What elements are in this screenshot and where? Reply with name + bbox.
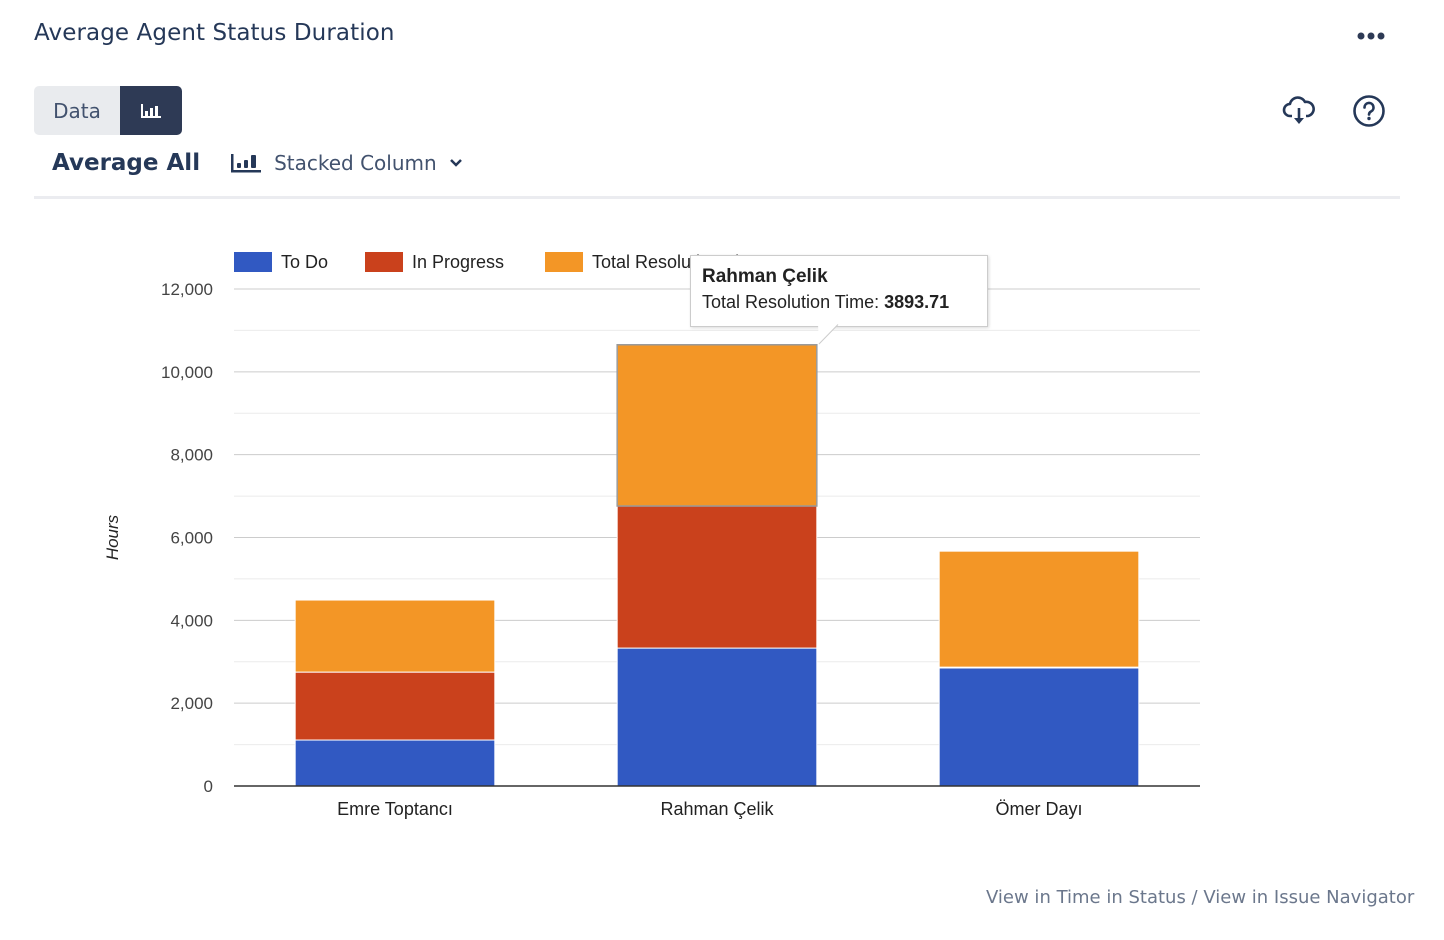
y-axis-label: Hours: [103, 514, 122, 560]
more-horizontal-icon: [1357, 32, 1385, 40]
footer-separator: /: [1185, 887, 1204, 908]
bar-chart-icon: [231, 154, 262, 173]
y-tick-label: 0: [204, 777, 213, 796]
help-button[interactable]: [1352, 94, 1386, 128]
chart-options-bar: Average All Stacked Column: [52, 150, 475, 176]
x-tick-label: Rahman Çelik: [660, 799, 774, 819]
legend-swatch: [545, 252, 583, 272]
page-title: Average Agent Status Duration: [34, 20, 395, 46]
more-options-button[interactable]: [1356, 22, 1386, 47]
y-tick-label: 6,000: [170, 529, 213, 548]
chart-type-label: Stacked Column: [274, 151, 437, 175]
help-circle-icon: [1353, 95, 1385, 127]
y-tick-label: 12,000: [161, 280, 213, 299]
divider: [34, 196, 1400, 199]
tooltip-value: 3893.71: [884, 292, 950, 312]
y-tick-label: 4,000: [170, 611, 213, 630]
x-tick-label: Emre Toptancı: [337, 799, 453, 819]
cloud-download-icon: [1282, 96, 1315, 124]
chart-tooltip: Rahman Çelik Total Resolution Time: 3893…: [690, 255, 988, 327]
x-tick-label: Ömer Dayı: [995, 799, 1082, 819]
bar-segment-in-progress: [294, 671, 496, 741]
tooltip-pointer: [818, 324, 839, 345]
chart-tab-button[interactable]: [120, 86, 182, 135]
chevron-down-icon: [449, 159, 462, 167]
footer-links: View in Time in Status / View in Issue N…: [986, 887, 1414, 908]
legend-swatch: [234, 252, 272, 272]
tooltip-title: Rahman Çelik: [702, 266, 828, 287]
y-tick-label: 2,000: [170, 694, 213, 713]
y-tick-label: 10,000: [161, 363, 213, 382]
bar-chart-icon: [141, 103, 161, 118]
bar-segment-total-resolution-time: [938, 550, 1140, 668]
hover-highlight: [616, 344, 818, 507]
bar-segment-to-do: [938, 667, 1140, 787]
view-in-issue-navigator-link[interactable]: View in Issue Navigator: [1203, 887, 1415, 908]
chart-type-dropdown[interactable]: Stacked Column: [230, 151, 475, 175]
bar-segment-in-progress: [616, 505, 818, 649]
aggregation-label: Average All: [52, 150, 201, 176]
download-button[interactable]: [1282, 94, 1316, 128]
bar-segment-to-do: [294, 739, 496, 787]
y-tick-label: 8,000: [170, 446, 213, 465]
bar-segment-total-resolution-time: [616, 344, 818, 507]
legend-label: To Do: [281, 252, 328, 272]
tooltip-value-line: Total Resolution Time: 3893.71: [702, 292, 949, 313]
tooltip-series-label: Total Resolution Time:: [702, 292, 880, 312]
data-tab-button[interactable]: Data: [34, 86, 120, 135]
bar-segment-total-resolution-time: [294, 599, 496, 673]
legend-label: In Progress: [412, 252, 504, 272]
bar-segment-to-do: [616, 647, 818, 787]
view-toggle: Data: [34, 86, 182, 135]
legend-swatch: [365, 252, 403, 272]
view-in-time-in-status-link[interactable]: View in Time in Status: [986, 887, 1186, 908]
